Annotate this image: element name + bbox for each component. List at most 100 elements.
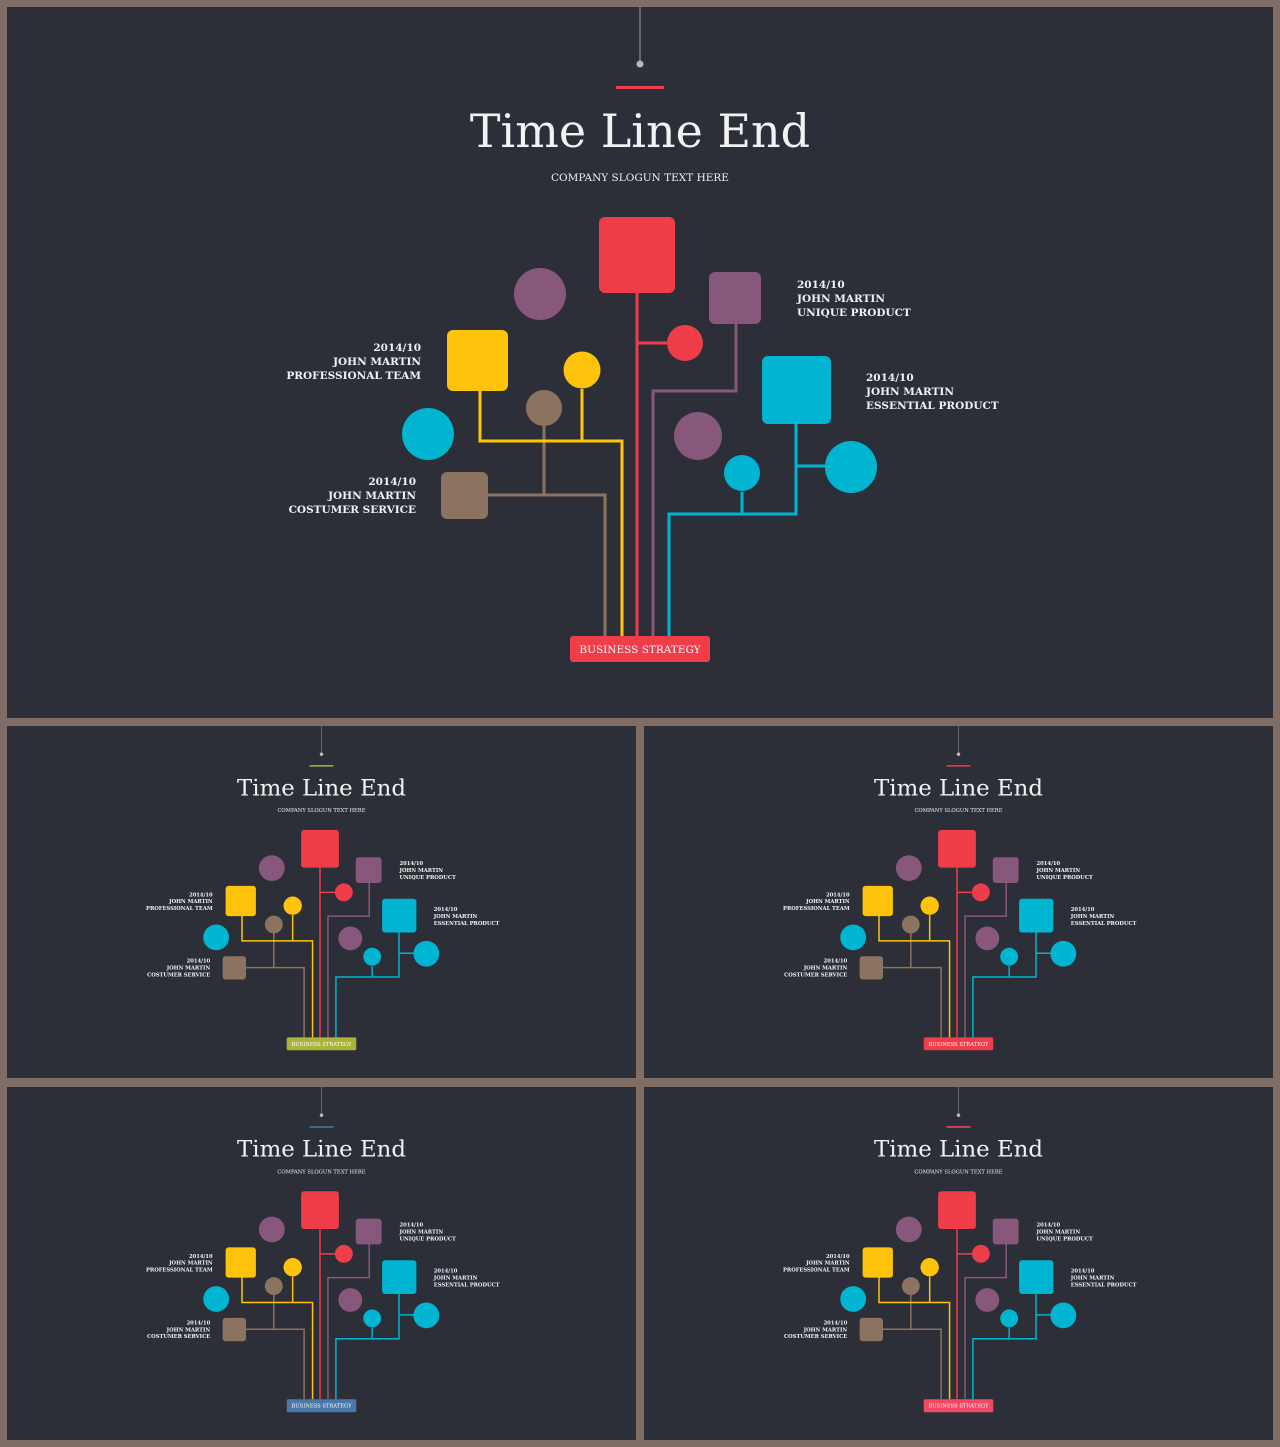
connector-cyan — [335, 931, 400, 1038]
node-purple-square — [355, 1218, 382, 1245]
node-purple-circle-top — [895, 855, 922, 881]
node-red-square — [938, 829, 976, 868]
node-purple-circle-right — [975, 926, 1000, 951]
title-accent-bar — [946, 1126, 971, 1128]
label-professional-line-2: PROFESSIONAL TEAM — [783, 1268, 850, 1274]
label-customer-line-1: JOHN MARTIN — [327, 490, 416, 502]
slide-main[interactable]: Time Line End COMPANY SLOGUN TEXT HERE BUS… — [7, 7, 1273, 718]
label-professional-line-1: JOHN MARTIN — [168, 899, 213, 905]
node-purple-circle-top — [258, 1216, 285, 1243]
slide-thumbnail-pink[interactable]: Time Line End COMPANY SLOGUN TEXT HERE BUS… — [644, 1087, 1273, 1440]
page-subtitle: COMPANY SLOGUN TEXT HERE — [277, 808, 365, 814]
label-unique-line-1: JOHN MARTIN — [399, 868, 444, 874]
label-unique-line-1: JOHN MARTIN — [399, 1229, 444, 1235]
label-essential-line-2: ESSENTIAL PRODUCT — [434, 921, 500, 927]
label-unique-line-0: 2014/10 — [1037, 1223, 1061, 1229]
connector-yellow — [878, 1276, 951, 1400]
node-cyan-square — [382, 1260, 417, 1295]
node-purple-circle-right — [674, 412, 722, 460]
node-cyan-circle-big — [1050, 940, 1077, 967]
node-red-circle — [334, 1244, 353, 1263]
label-essential-line-0: 2014/10 — [1071, 907, 1095, 913]
diagram-svg: Time Line End COMPANY SLOGUN TEXT HERE BUS… — [286, 7, 999, 662]
connector-yellow — [878, 915, 951, 1038]
node-cyan-circle-left — [840, 924, 867, 951]
diagram-svg: Time Line End COMPANY SLOGUN TEXT HERE BUS… — [783, 1087, 1137, 1413]
root-node — [286, 1399, 357, 1413]
node-brown-circle — [264, 1277, 283, 1296]
connector-purple — [964, 1243, 1007, 1400]
slide-thumbnail-blue[interactable]: Time Line End COMPANY SLOGUN TEXT HERE BUS… — [7, 1087, 636, 1440]
node-cyan-square — [762, 356, 831, 424]
root-label: BUSINESS STRATEGY — [579, 644, 701, 656]
node-red-square — [301, 829, 339, 868]
node-cyan-circle-small — [363, 1309, 382, 1328]
node-purple-circle-right — [338, 926, 363, 951]
hanger-dot — [956, 1113, 961, 1118]
connector-purple — [964, 881, 1007, 1038]
page-title: Time Line End — [470, 104, 810, 158]
page-title: Time Line End — [237, 1137, 406, 1163]
node-brown-square — [441, 472, 488, 519]
label-unique-line-2: UNIQUE PRODUCT — [1037, 1236, 1094, 1242]
node-red-square — [599, 217, 675, 293]
slide-thumbnail-red[interactable]: Time Line End COMPANY SLOGUN TEXT HERE BUS… — [644, 726, 1273, 1078]
label-essential-line-1: JOHN MARTIN — [1070, 1276, 1115, 1282]
node-red-square — [938, 1191, 976, 1229]
label-essential-line-2: ESSENTIAL PRODUCT — [1071, 921, 1137, 927]
node-red-circle — [667, 325, 703, 361]
node-cyan-circle-left — [840, 1286, 867, 1312]
label-customer-line-2: COSTUMER SERVICE — [784, 973, 847, 979]
root-label: BUSINESS STRATEGY — [291, 1404, 352, 1410]
label-unique-line-2: UNIQUE PRODUCT — [400, 1236, 457, 1242]
node-brown-square — [222, 1317, 246, 1342]
node-cyan-circle-left — [203, 924, 230, 951]
label-customer-line-2: COSTUMER SERVICE — [147, 1334, 210, 1340]
node-cyan-circle-big — [1050, 1302, 1077, 1329]
connector-purple — [651, 322, 738, 636]
label-essential-line-0: 2014/10 — [434, 1269, 458, 1275]
root-label: BUSINESS STRATEGY — [928, 1404, 989, 1410]
page-subtitle: COMPANY SLOGUN TEXT HERE — [914, 808, 1002, 814]
page-subtitle: COMPANY SLOGUN TEXT HERE — [277, 1169, 365, 1175]
label-essential-line-0: 2014/10 — [1071, 1269, 1095, 1275]
label-essential-line-0: 2014/10 — [866, 372, 914, 384]
label-customer-line-1: JOHN MARTIN — [803, 966, 848, 972]
node-yellow-circle — [563, 351, 601, 389]
root-node — [286, 1037, 357, 1051]
label-customer-line-1: JOHN MARTIN — [166, 966, 211, 972]
page-title: Time Line End — [874, 1137, 1043, 1163]
root-label: BUSINESS STRATEGY — [292, 1042, 353, 1048]
label-unique-line-0: 2014/10 — [1037, 861, 1061, 867]
node-cyan-circle-small — [1000, 1309, 1019, 1328]
label-customer-line-0: 2014/10 — [824, 1320, 848, 1326]
label-essential-line-1: JOHN MARTIN — [433, 914, 478, 920]
slide-thumbnail-green[interactable]: Time Line End COMPANY SLOGUN TEXT HERE BUS… — [7, 726, 636, 1078]
label-professional-line-0: 2014/10 — [189, 892, 213, 898]
label-customer-line-0: 2014/10 — [187, 959, 211, 965]
node-yellow-circle — [283, 1258, 302, 1277]
connector-cyan — [972, 931, 1037, 1038]
root-node — [923, 1399, 994, 1413]
connector-brown — [245, 1328, 305, 1400]
label-unique-line-0: 2014/10 — [797, 279, 845, 291]
label-unique-line-1: JOHN MARTIN — [1036, 868, 1081, 874]
label-customer-line-2: COSTUMER SERVICE — [784, 1334, 847, 1340]
node-cyan-square — [1019, 898, 1054, 933]
node-brown-circle — [264, 915, 283, 934]
page-subtitle: COMPANY SLOGUN TEXT HERE — [551, 172, 729, 184]
label-customer-line-2: COSTUMER SERVICE — [289, 504, 416, 516]
connector-yellow — [241, 915, 314, 1038]
node-purple-circle-top — [895, 1216, 922, 1243]
label-professional-line-2: PROFESSIONAL TEAM — [146, 1268, 213, 1274]
node-yellow-square — [862, 885, 893, 917]
node-brown-circle — [901, 915, 920, 934]
connector-yellow — [478, 389, 624, 636]
label-unique-line-0: 2014/10 — [400, 1223, 424, 1229]
node-brown-circle — [901, 1277, 920, 1296]
connector-brown — [245, 966, 305, 1038]
label-customer-line-0: 2014/10 — [824, 959, 848, 965]
node-yellow-circle — [920, 1258, 939, 1277]
node-red-square — [301, 1191, 339, 1229]
label-essential-line-1: JOHN MARTIN — [1070, 914, 1115, 920]
